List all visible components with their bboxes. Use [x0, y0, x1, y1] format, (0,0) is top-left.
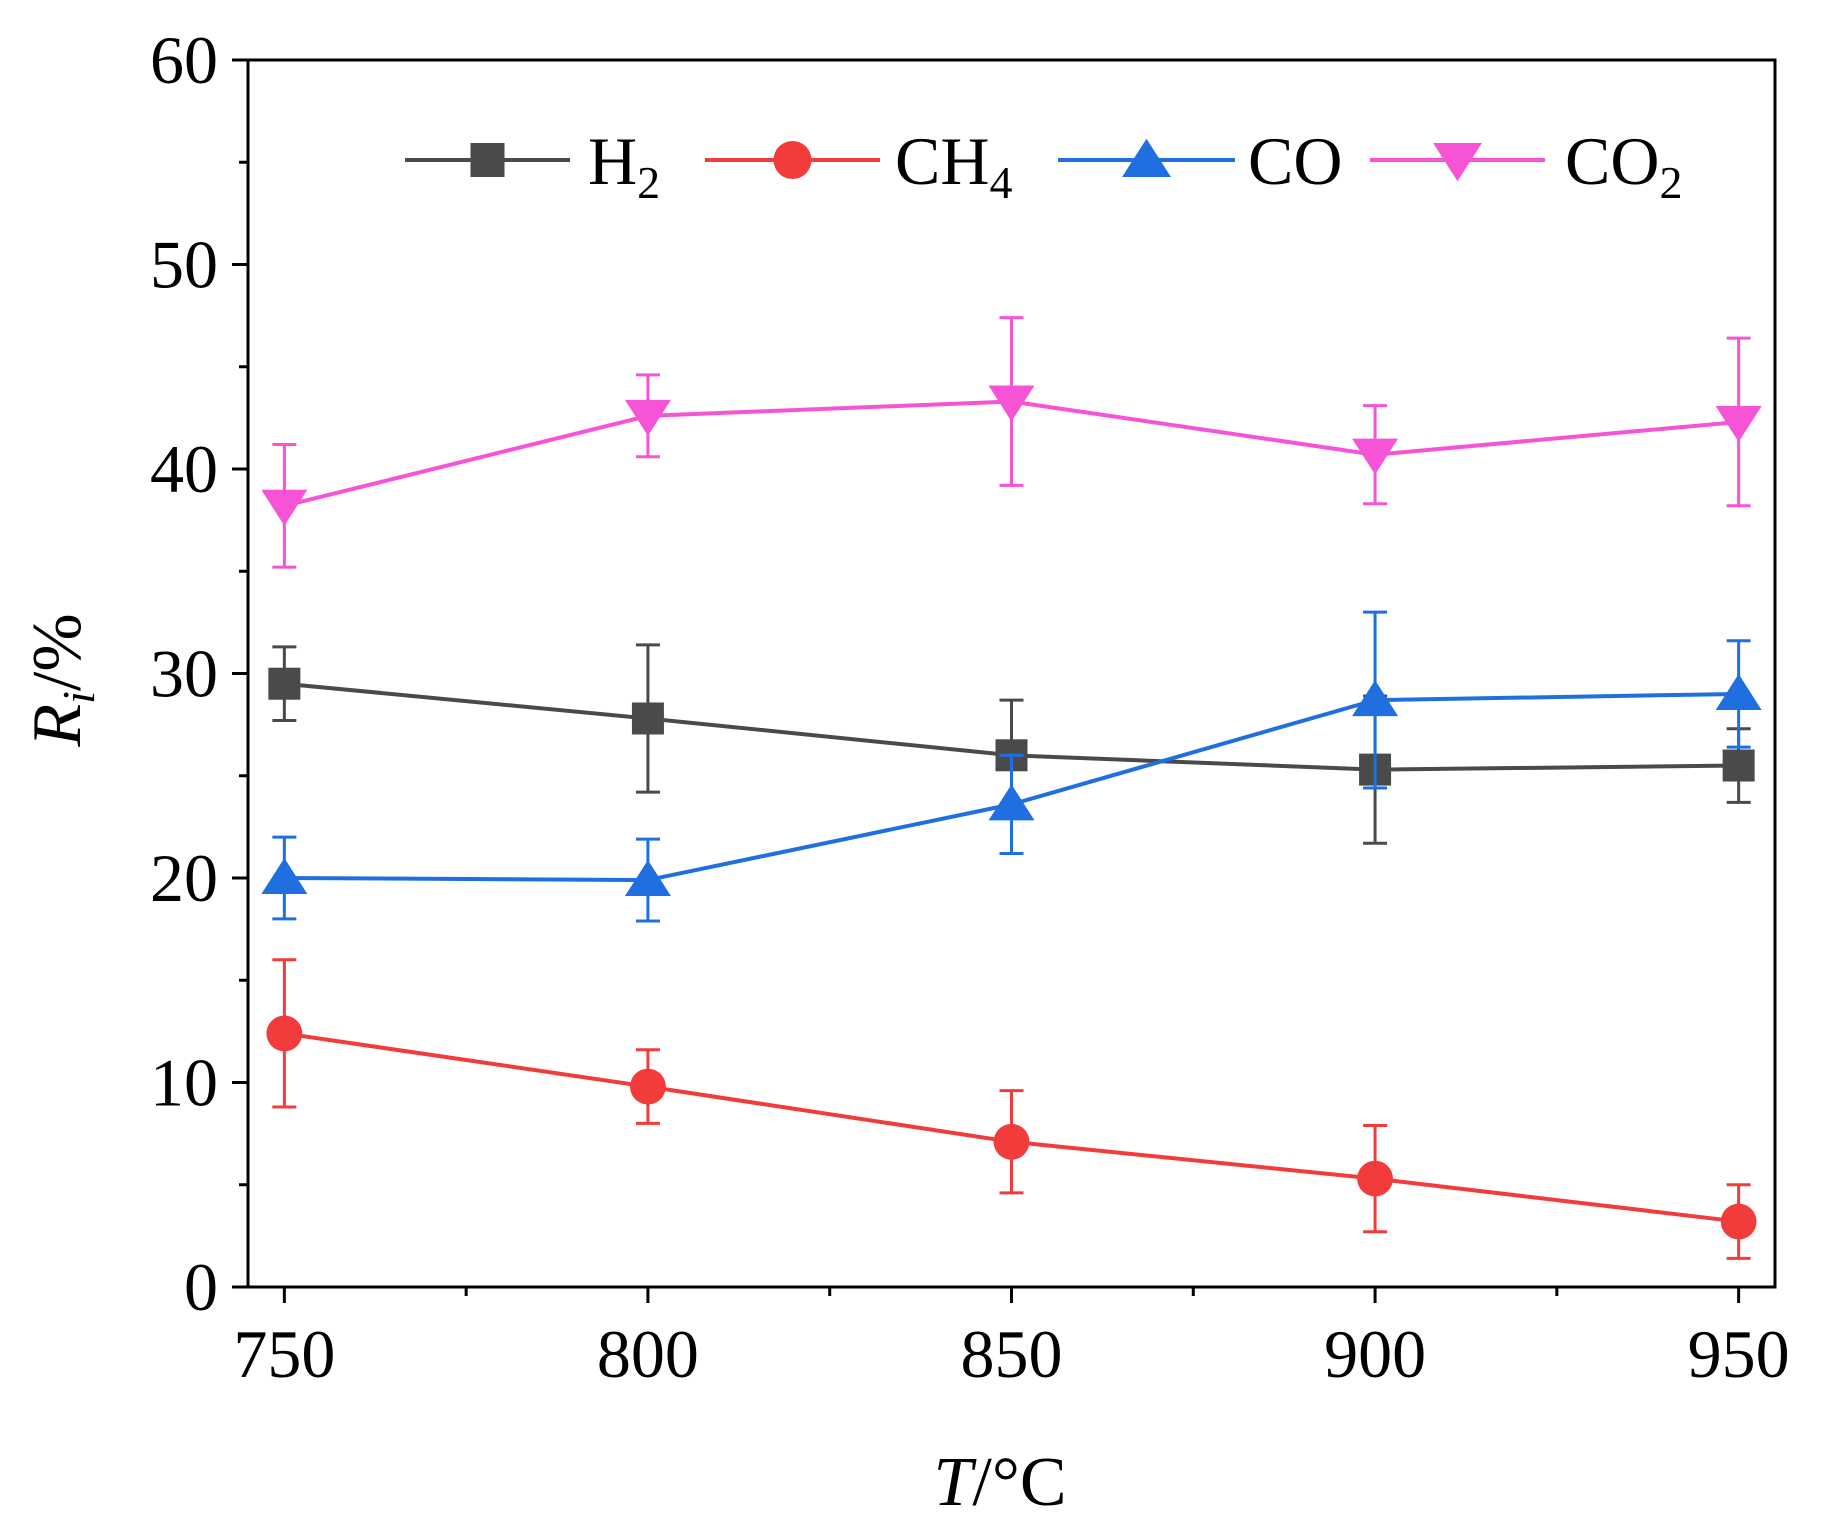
x-axis-title-var: T — [933, 1444, 977, 1521]
legend-label-subscript: 4 — [989, 157, 1012, 208]
data-point-co2 — [261, 489, 308, 526]
axes: 750 800 850 900 950 0 10 20 30 40 50 60 — [150, 22, 1790, 1392]
data-point-co2 — [988, 385, 1035, 422]
data-point-ch4 — [1720, 1203, 1757, 1240]
data-point-co2 — [1352, 438, 1399, 475]
y-axis-title-var: R — [19, 704, 96, 748]
data-point-ch4 — [630, 1068, 666, 1105]
series-ch4 — [266, 958, 1757, 1260]
legend-marker-co2 — [1433, 143, 1482, 182]
legend-label-main: CO — [1248, 123, 1342, 199]
y-tick-label: 20 — [150, 840, 218, 916]
legend-label-subscript: 2 — [1659, 157, 1682, 208]
data-point-h2 — [631, 702, 664, 735]
y-tick-label: 40 — [150, 431, 218, 507]
legend-label-main: CO — [1565, 123, 1659, 199]
legend-item-co2: CO2 — [1370, 123, 1682, 208]
legend-marker-co — [1122, 138, 1171, 177]
legend-item-ch4: CH4 — [705, 123, 1012, 208]
data-point-co2 — [624, 399, 671, 436]
y-axis-title-unit: /% — [19, 613, 96, 691]
x-tick-label: 800 — [597, 1316, 699, 1392]
legend-item-h2: H2 — [405, 123, 660, 208]
legend-marker-h2 — [470, 143, 505, 177]
data-point-co — [988, 784, 1035, 821]
data-point-co — [1715, 673, 1762, 710]
x-tick-label: 900 — [1324, 1316, 1426, 1392]
series-co — [261, 610, 1762, 923]
data-point-h2 — [1722, 749, 1755, 782]
plot-marks — [261, 316, 1762, 1260]
y-axis-title-sub: i — [53, 691, 104, 704]
series-co2 — [261, 316, 1762, 569]
data-point-co — [1352, 680, 1399, 717]
y-tick-label: 10 — [150, 1045, 218, 1121]
data-point-ch4 — [266, 1015, 303, 1052]
data-point-co — [261, 858, 308, 894]
y-tick-label: 30 — [150, 636, 218, 712]
y-tick-label: 50 — [150, 227, 218, 303]
data-point-co2 — [1715, 405, 1762, 442]
y-tick-label: 0 — [184, 1249, 218, 1325]
x-axis-title: T/°C — [933, 1444, 1066, 1521]
legend-label-main: CH — [895, 123, 989, 199]
legend-item-co: CO — [1058, 123, 1342, 199]
x-tick-label: 850 — [961, 1316, 1063, 1392]
y-tick-label: 60 — [150, 22, 218, 98]
legend-label-co2: CO2 — [1565, 123, 1682, 208]
data-point-ch4 — [1357, 1160, 1393, 1197]
data-point-h2 — [268, 667, 301, 700]
x-tick-label: 950 — [1688, 1316, 1790, 1392]
x-tick-label: 750 — [233, 1316, 335, 1392]
data-point-ch4 — [993, 1123, 1030, 1160]
legend: H2 CH4 CO CO2 — [405, 123, 1682, 208]
legend-label-main: H — [588, 123, 637, 199]
legend-label-ch4: CH4 — [895, 123, 1012, 208]
legend-marker-ch4 — [773, 140, 812, 180]
y-axis-title: Ri/% — [19, 613, 104, 747]
x-axis-title-unit: /°C — [972, 1444, 1066, 1521]
legend-label-co: CO — [1248, 123, 1342, 199]
legend-label-h2: H2 — [588, 123, 660, 208]
legend-label-subscript: 2 — [637, 157, 660, 208]
data-point-co — [624, 860, 671, 897]
